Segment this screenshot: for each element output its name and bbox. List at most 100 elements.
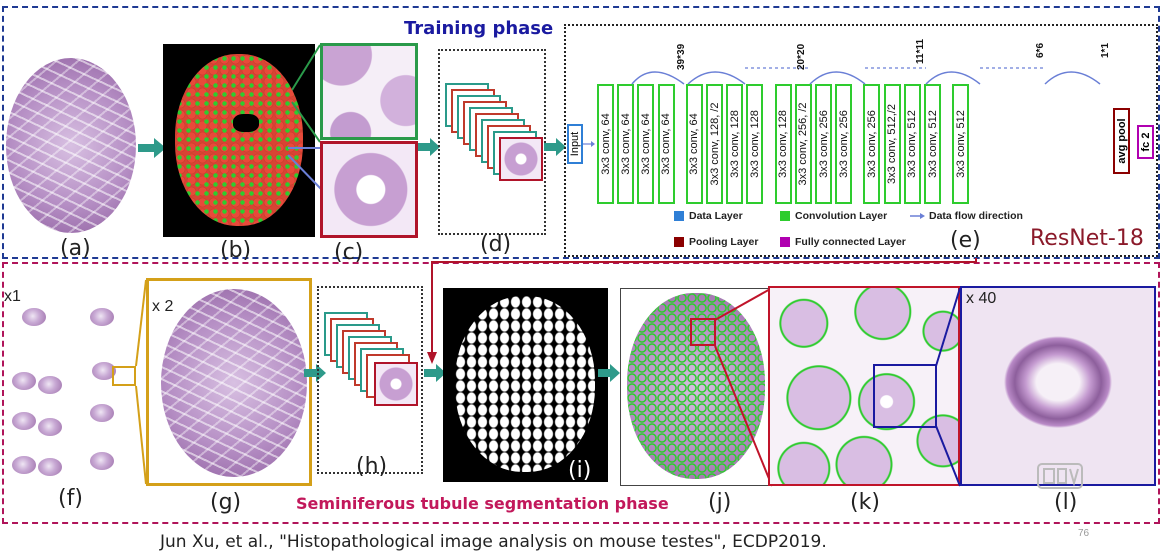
conv-layer: 3x3 conv, 64	[657, 84, 675, 204]
watermark-logo-icon	[1037, 463, 1083, 489]
segmentation-phase-title: Seminiferous tubule segmentation phase	[296, 494, 669, 513]
flow-arrow-icon	[598, 364, 620, 382]
flow-arrow-icon	[424, 364, 446, 382]
conv-layer: 3x3 conv, 64	[637, 84, 655, 204]
testis-section-image	[6, 58, 136, 233]
conv-layer-label: 3x3 conv, 128	[748, 110, 761, 178]
conv-layer: 3x3 conv, 128	[746, 84, 764, 204]
legend-swatch-conv	[780, 211, 790, 221]
conv-layer-label: 3x3 conv, 64	[619, 113, 632, 175]
conv-layer-label: 3x3 conv, 256	[837, 110, 850, 178]
training-phase-title: Training phase	[404, 18, 554, 39]
panel-label-l: (l)	[1054, 490, 1078, 515]
conv-layer: 3x3 conv, 64	[597, 84, 614, 204]
conv-layer-label: 3x3 conv, 64	[660, 113, 673, 175]
negative-patch-image	[320, 43, 418, 140]
conv-layer-label: 3x3 conv, 64	[599, 113, 612, 175]
tubule-x40-image	[960, 286, 1156, 486]
conv-layer-label: 3x3 conv, 512	[954, 110, 967, 178]
conv-layer-label: 3x3 conv, 256	[817, 110, 830, 178]
resnet-diagram-frame	[564, 24, 1158, 257]
conv-layer-label: 3x3 conv, 256	[865, 110, 878, 178]
legend-convolution-layer: Convolution Layer	[795, 210, 888, 222]
panel-label-e: (e)	[950, 228, 981, 253]
selected-slide-box	[112, 366, 136, 386]
tubule-closeup-image	[768, 286, 960, 486]
annotated-tissue-image	[163, 44, 315, 237]
legend-swatch-data	[674, 211, 684, 221]
segmentation-mask-image	[443, 288, 608, 482]
conv-layer: 3x3 conv, 512,/2	[883, 84, 901, 204]
legend-data-flow: Data flow direction	[929, 210, 1023, 222]
conv-layer-label: 3x3 conv, 512	[906, 110, 919, 178]
feature-size-label: 11*11	[915, 38, 926, 64]
magnified-slide-x2	[146, 278, 312, 486]
legend-pooling-layer: Pooling Layer	[689, 236, 759, 248]
conv-layer: 3x3 conv, 512	[924, 84, 941, 204]
conv-layer: 3x3 conv, 128	[726, 84, 744, 204]
feature-size-label: 1*1	[1100, 42, 1111, 58]
zoom-region-box	[873, 364, 937, 428]
citation: Jun Xu, et al., "Histopathological image…	[160, 532, 827, 552]
slide-thumbnails	[10, 300, 140, 480]
fc-label: fc 2	[1139, 132, 1152, 152]
flow-arrow-icon	[418, 138, 440, 156]
zoom-connector-lines	[287, 44, 323, 191]
flow-arrow-icon	[138, 138, 166, 158]
legend-swatch-fc	[780, 237, 790, 247]
conv-layer-label: 3x3 conv, 128, /2	[708, 102, 721, 186]
conv-layer: 3x3 conv, 256	[815, 84, 832, 204]
panel-label-c: (c)	[334, 240, 364, 265]
flow-arrow-icon	[304, 364, 326, 382]
skip-connection-arcs	[631, 67, 1101, 85]
magnification-x1: x1	[4, 288, 21, 305]
magnification-x2: x 2	[152, 298, 174, 315]
avg-pool-layer: avg pool	[1113, 108, 1130, 174]
legend-flow-arrow-icon	[910, 213, 925, 219]
conv-layer: 3x3 conv, 256	[835, 84, 853, 204]
fc-layer: fc 2	[1137, 125, 1154, 159]
conv-layer: 3x3 conv, 128, /2	[706, 84, 723, 204]
avg-pool-label: avg pool	[1115, 118, 1128, 164]
zoom-region-box	[690, 318, 716, 346]
panel-label-g: (g)	[210, 490, 242, 515]
flow-arrow-icon	[544, 138, 566, 156]
feature-size-label: 6*6	[1035, 42, 1046, 58]
conv-layer: 3x3 conv, 64	[617, 84, 635, 204]
panel-label-a: (a)	[60, 236, 91, 261]
positive-patch-image	[320, 141, 418, 238]
input-label: Input	[569, 131, 581, 157]
zoom-connector-lines	[935, 287, 961, 487]
conv-layer-label: 3x3 conv, 128	[777, 110, 790, 178]
slide-number: 76	[1078, 528, 1090, 539]
patch-card-front	[374, 362, 418, 406]
conv-layer-label: 3x3 conv, 64	[639, 113, 652, 175]
panel-label-k: (k)	[850, 490, 880, 515]
feature-size-label: 20*20	[796, 43, 807, 70]
conv-layer: 3x3 conv, 64	[685, 84, 703, 204]
panel-label-b: (b)	[220, 238, 252, 263]
legend-swatch-pool	[674, 237, 684, 247]
network-input-layer: Input	[567, 124, 583, 164]
conv-layer: 3x3 conv, 512	[952, 84, 970, 204]
training-phase-frame	[2, 6, 1160, 259]
legend-data-layer: Data Layer	[689, 210, 743, 222]
conv-layer: 3x3 conv, 256, /2	[794, 84, 812, 204]
test-patch-stack	[317, 286, 423, 474]
conv-layer-label: 3x3 conv, 512,/2	[886, 104, 899, 184]
network-name: ResNet-18	[1030, 226, 1144, 251]
panel-label-d: (d)	[480, 232, 512, 257]
legend-fully-connected: Fully connected Layer	[795, 236, 906, 248]
training-patch-stack	[438, 49, 546, 235]
conv-layer-label: 3x3 conv, 256, /2	[797, 102, 810, 186]
conv-layer-label: 3x3 conv, 128	[728, 110, 741, 178]
zoom-connector-lines	[714, 287, 773, 487]
feature-size-label: 39*39	[676, 43, 687, 70]
panel-label-i: (i)	[568, 458, 592, 483]
conv-layer-label: 3x3 conv, 512	[926, 110, 939, 178]
data-flow-arrow-icon	[583, 141, 595, 147]
phase-connector-arrow	[427, 258, 977, 364]
conv-layer-label: 3x3 conv, 64	[688, 113, 701, 175]
conv-layer: 3x3 conv, 512	[903, 84, 921, 204]
panel-label-j: (j)	[708, 490, 732, 515]
